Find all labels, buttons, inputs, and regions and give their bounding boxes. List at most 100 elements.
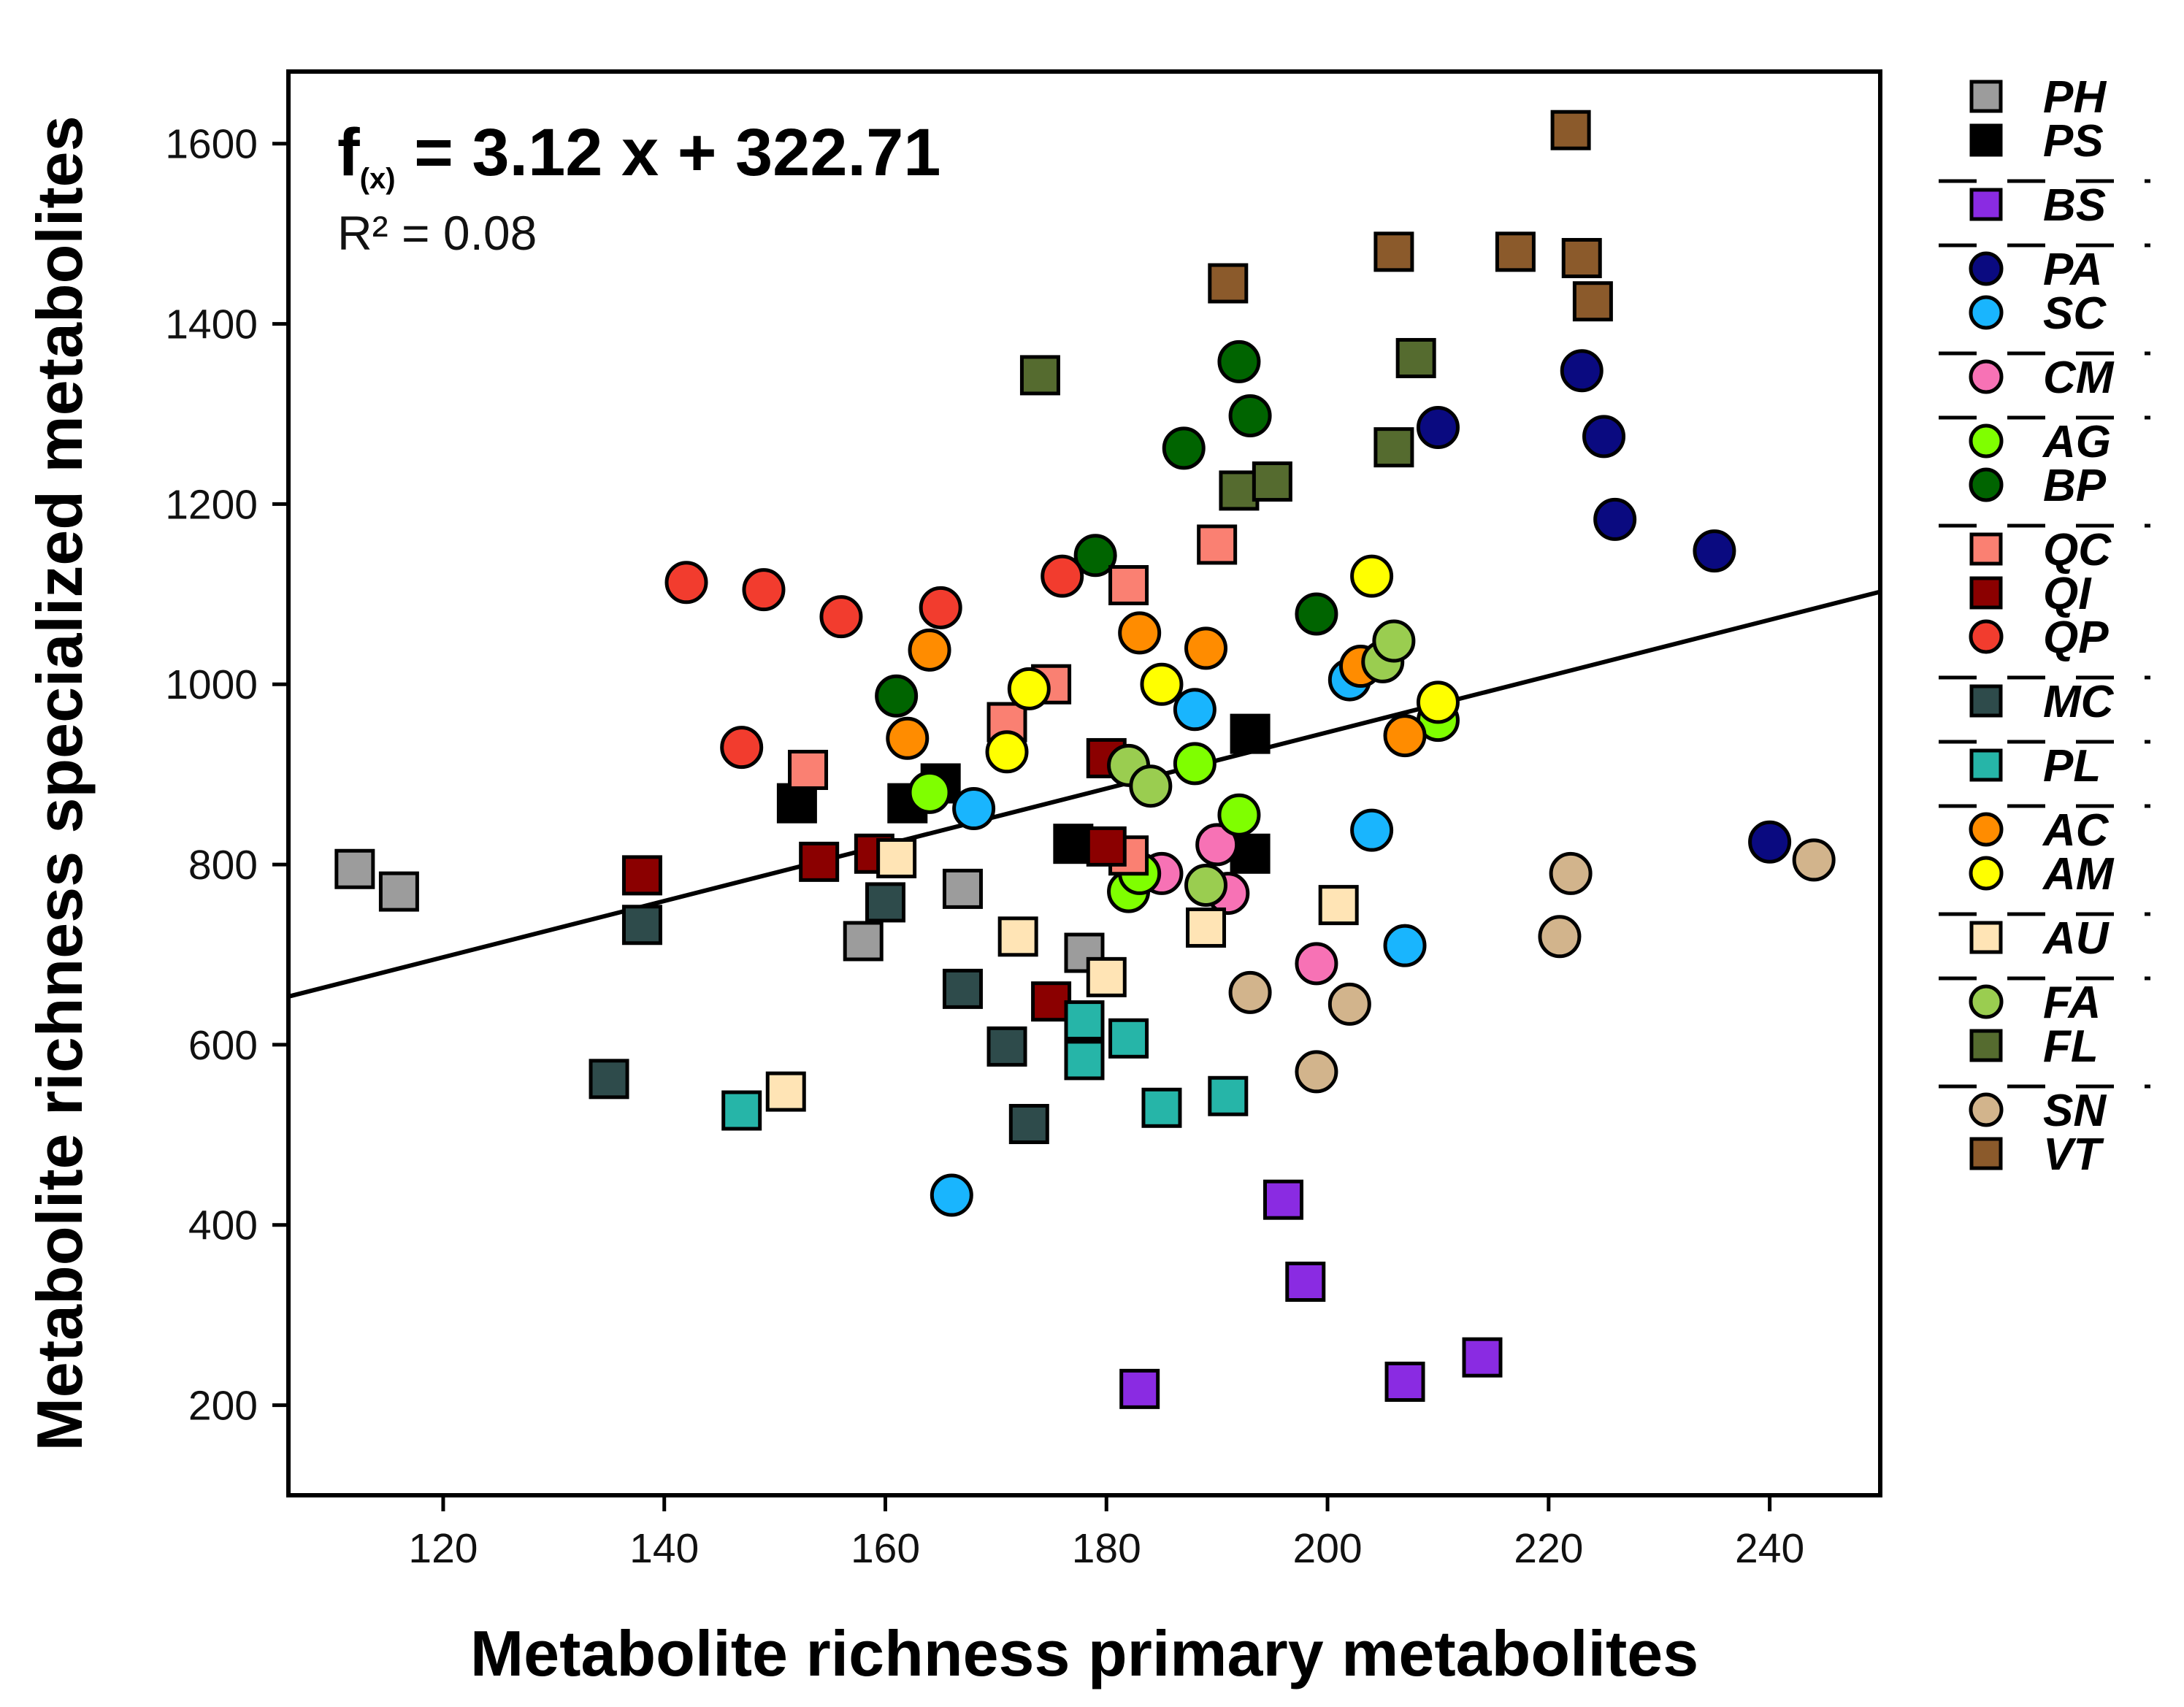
data-point-sc [952,787,996,831]
data-point-pa [1560,349,1603,393]
data-point-pl [1208,1075,1249,1116]
data-point-pa [1582,415,1626,459]
legend-marker-au [1969,921,2003,954]
legend-marker-qi [1969,576,2003,610]
data-point-sn [1228,970,1272,1014]
data-point-vt [1572,281,1613,322]
x-tick-label: 160 [851,1525,920,1572]
y-tick-label: 1200 [165,481,258,528]
data-point-am [1007,667,1051,710]
legend-label-sn: SN [2043,1086,2107,1136]
legend-label-cm: CM [2043,353,2115,403]
legend-marker-pa [1969,251,2004,286]
data-point-bp [875,674,919,718]
data-point-pl [1141,1087,1182,1128]
data-point-sn [1549,851,1593,895]
legend-label-sc: SC [2043,288,2107,339]
data-point-ag [1173,742,1216,786]
y-tick-label: 1600 [165,121,258,168]
data-point-pa [1748,820,1792,864]
y-tick-label: 200 [188,1383,258,1430]
plot-frame [286,69,1882,1497]
legend-label-fa: FA [2043,978,2101,1028]
data-point-bs [1285,1262,1326,1302]
data-point-pa [1693,529,1736,573]
data-point-qp [919,586,962,629]
data-point-ph [334,848,375,889]
legend-label-qp: QP [2043,613,2109,663]
data-point-bp [1162,426,1206,470]
data-point-au [765,1071,806,1112]
data-point-mc [865,882,905,923]
data-point-mc [1008,1104,1049,1145]
data-point-pa [1416,406,1460,449]
x-tick-label: 240 [1735,1525,1804,1572]
legend-label-bp: BP [2043,461,2107,511]
data-point-fl [1219,470,1260,511]
data-point-mc [986,1026,1027,1067]
data-point-mc [942,968,983,1009]
data-point-fl [1252,461,1292,502]
equation-rest: = 3.12 x + 322.71 [396,115,941,190]
data-point-pl [721,1090,762,1131]
data-point-pl [1064,1000,1105,1041]
legend-label-mc: MC [2043,677,2115,727]
data-point-ps [1230,833,1271,874]
data-point-bs [1384,1361,1425,1402]
data-point-am [1140,662,1184,706]
data-point-ps [1230,713,1271,754]
y-tick-label: 600 [188,1022,258,1069]
regression-line [288,589,1881,999]
data-point-fa [1129,764,1173,808]
data-point-fl [1019,355,1060,396]
y-axis-title: Metabolite richness specialized metaboli… [23,115,96,1451]
data-point-au [1186,907,1227,948]
data-point-bs [1462,1337,1503,1378]
data-point-qp [742,568,786,612]
data-point-mc [621,905,662,945]
data-point-qc [1108,564,1149,605]
equation-prefix: f [337,115,360,190]
data-point-qi [799,841,840,882]
legend-marker-ph [1969,80,2003,113]
data-point-bp [1295,592,1338,636]
data-point-qp [664,561,708,605]
legend-marker-sn [1969,1092,2004,1127]
data-point-qc [1197,524,1238,565]
data-point-ps [1053,824,1094,864]
x-tick-label: 140 [629,1525,699,1572]
legend-label-fl: FL [2043,1021,2099,1072]
data-point-vt [1208,263,1249,304]
data-point-au [876,837,917,878]
data-point-bs [1119,1368,1160,1409]
legend-marker-ag [1969,423,2004,459]
data-point-ps [776,783,817,824]
legend-label-au: AU [2042,913,2110,964]
data-point-qi [621,855,662,896]
data-point-vt [1373,231,1414,272]
legend-marker-bs [1969,188,2003,221]
data-point-ac [1383,714,1427,758]
data-point-qp [720,726,764,770]
data-point-sc [1383,924,1427,967]
data-point-pl [1108,1018,1149,1059]
data-point-ag [908,770,951,814]
data-point-fl [1395,337,1436,378]
y-tick-label: 1000 [165,661,258,708]
data-point-qp [819,595,863,639]
data-point-sc [1350,808,1394,852]
legend-marker-sc [1969,295,2004,330]
legend-marker-ps [1969,123,2003,157]
legend-marker-mc [1969,684,2003,718]
data-point-bs [1263,1179,1303,1220]
y-tick-label: 400 [188,1202,258,1249]
data-point-sc [1173,688,1216,732]
data-point-ph [843,921,884,962]
data-point-ac [1184,626,1228,670]
legend-label-ac: AC [2042,805,2110,856]
x-tick-label: 180 [1072,1525,1141,1572]
legend-label-pl: PL [2043,741,2101,791]
data-point-bp [1073,534,1117,578]
equation-subscript: (x) [360,163,396,195]
regression-equation: f(x) = 3.12 x + 322.71 [337,115,940,195]
